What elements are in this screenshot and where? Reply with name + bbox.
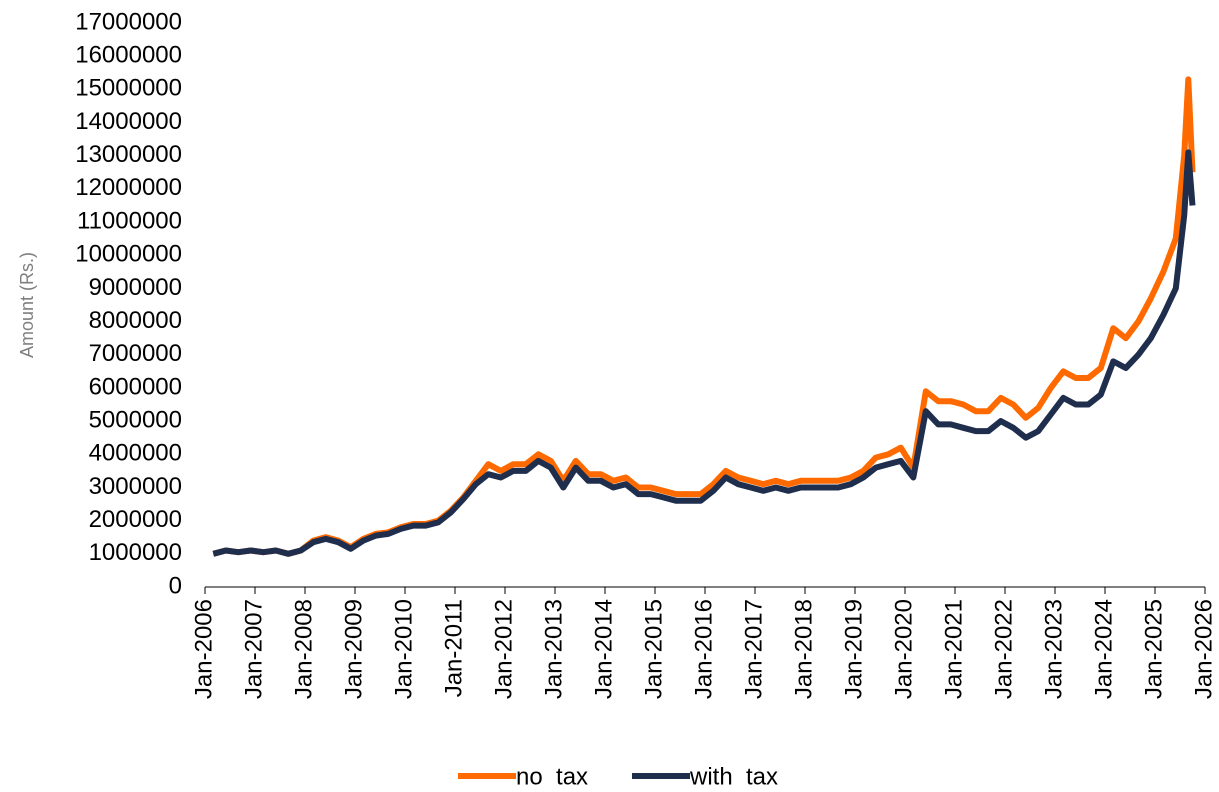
y-tick-label: 17000000 [75,8,182,35]
x-tick-label: Jan-2017 [740,599,767,699]
x-tick-label: Jan-2009 [340,599,367,699]
y-tick-label: 2000000 [89,506,182,533]
x-tick-label: Jan-2013 [540,599,567,699]
y-tick-label: 12000000 [75,174,182,201]
series-line [212,149,1196,557]
x-tick-label: Jan-2026 [1190,599,1217,699]
y-tick-label: 8000000 [89,307,182,334]
y-tick-label: 5000000 [89,406,182,433]
y-tick-label: 9000000 [89,274,182,301]
y-tick-label: 3000000 [89,473,182,500]
y-tick-label: 13000000 [75,141,182,168]
x-tick-label: Jan-2007 [240,599,267,699]
x-tick-label: Jan-2024 [1090,599,1117,699]
x-tick-label: Jan-2010 [390,599,417,699]
x-tick-label: Jan-2014 [590,599,617,699]
series-line [212,76,1196,557]
y-tick-label: 1000000 [89,539,182,566]
x-tick-label: Jan-2016 [690,599,717,699]
y-tick-label: 14000000 [75,108,182,135]
x-tick-label: Jan-2008 [290,599,317,699]
y-tick-label: 16000000 [75,42,182,69]
x-tick-label: Jan-2022 [990,599,1017,699]
y-axis-label: Amount (Rs.) [17,252,37,358]
x-tick-label: Jan-2012 [490,599,517,699]
x-tick-label: Jan-2019 [840,599,867,699]
x-tick-label: Jan-2011 [440,599,467,697]
x-tick-label: Jan-2018 [790,599,817,699]
x-tick-label: Jan-2025 [1140,599,1167,699]
legend-label: no tax [516,763,588,790]
y-tick-label: 11000000 [77,207,182,234]
y-tick-label: 6000000 [89,373,182,400]
y-tick-label: 10000000 [75,241,182,268]
x-tick-label: Jan-2015 [640,599,667,699]
y-tick-label: 7000000 [89,340,182,367]
legend-label: with tax [689,763,778,790]
y-tick-label: 4000000 [89,440,182,467]
x-tick-label: Jan-2023 [1040,599,1067,699]
x-tick-label: Jan-2021 [940,599,967,699]
y-tick-label: 15000000 [75,75,182,102]
y-tick-label: 0 [169,572,182,599]
x-tick-label: Jan-2020 [890,599,917,699]
x-tick-label: Jan-2006 [190,599,217,699]
